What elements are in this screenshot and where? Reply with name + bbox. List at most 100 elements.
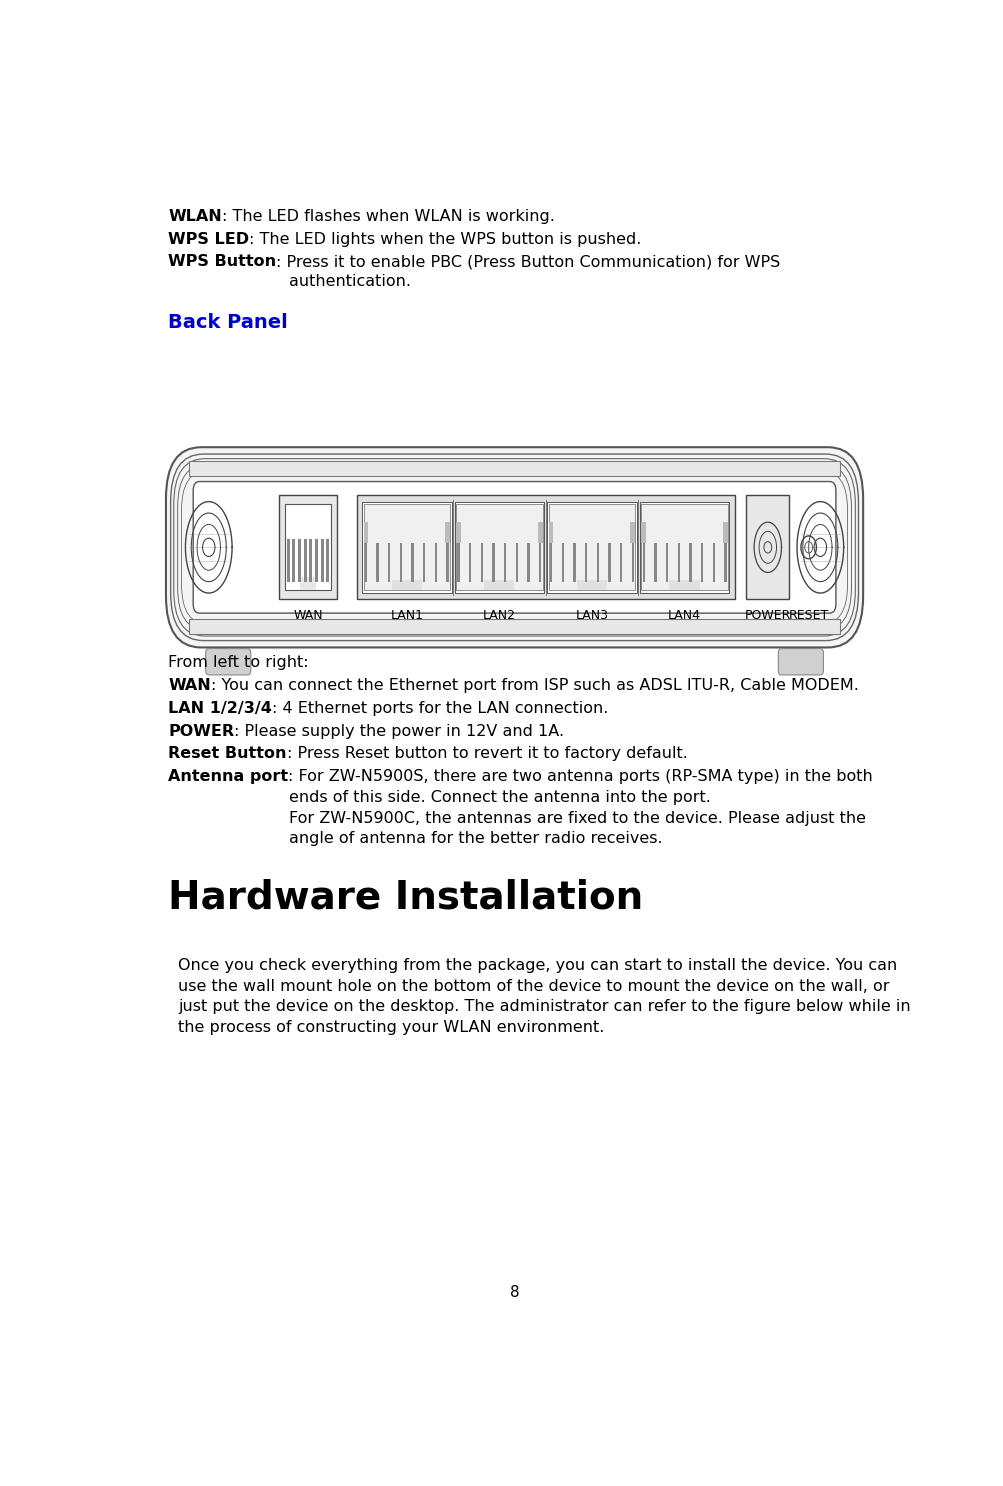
Text: Antenna port: Antenna port (169, 770, 288, 785)
Text: POWER: POWER (169, 724, 234, 739)
Bar (516, 542, 518, 581)
Bar (454, 502, 544, 593)
Text: the process of constructing your WLAN environment.: the process of constructing your WLAN en… (179, 1019, 604, 1034)
Text: : You can connect the Ethernet port from ISP such as ADSL ITU-R, Cable MODEM.: : You can connect the Ethernet port from… (211, 678, 858, 692)
Bar (285, 504, 331, 590)
Bar (483, 580, 514, 590)
Text: 8: 8 (510, 1285, 519, 1300)
Bar (468, 542, 470, 581)
Bar (549, 522, 553, 542)
Text: WLAN: WLAN (169, 208, 222, 224)
Text: Once you check everything from the package, you can start to install the device.: Once you check everything from the packa… (179, 958, 897, 973)
Bar (723, 542, 726, 581)
Text: angle of antenna for the better radio receives.: angle of antenna for the better radio re… (289, 831, 662, 846)
FancyBboxPatch shape (174, 459, 855, 636)
Bar (491, 542, 494, 581)
Bar (527, 542, 530, 581)
Text: WAN: WAN (293, 609, 322, 621)
Bar (712, 542, 714, 581)
Bar (279, 495, 337, 599)
Bar (363, 522, 368, 542)
Text: LAN 1/2/3/4: LAN 1/2/3/4 (169, 701, 272, 716)
Bar (641, 504, 727, 590)
Bar (300, 577, 316, 590)
FancyBboxPatch shape (206, 648, 251, 675)
Text: : Please supply the power in 12V and 1A.: : Please supply the power in 12V and 1A. (234, 724, 564, 739)
Text: From left to right:: From left to right: (169, 655, 309, 670)
FancyBboxPatch shape (193, 481, 835, 614)
Bar (376, 542, 378, 581)
Bar (669, 580, 699, 590)
Text: RESET: RESET (787, 609, 827, 621)
Bar (547, 502, 636, 593)
Text: WPS Button: WPS Button (169, 254, 276, 269)
Bar (422, 542, 425, 581)
Text: : For ZW-N5900S, there are two antenna ports (RP-SMA type) in the both: : For ZW-N5900S, there are two antenna p… (288, 770, 873, 785)
Bar (573, 542, 575, 581)
Text: : The LED flashes when WLAN is working.: : The LED flashes when WLAN is working. (222, 208, 555, 224)
Text: use the wall mount hole on the bottom of the device to mount the device on the w: use the wall mount hole on the bottom of… (179, 979, 889, 994)
Bar (596, 542, 599, 581)
Bar (745, 495, 788, 599)
Text: LAN2: LAN2 (482, 609, 516, 621)
Bar (550, 542, 552, 581)
Bar (620, 542, 622, 581)
Text: WAN: WAN (169, 678, 211, 692)
Bar (688, 542, 691, 581)
Bar (455, 504, 542, 590)
Text: For ZW-N5900C, the antennas are fixed to the device. Please adjust the: For ZW-N5900C, the antennas are fixed to… (289, 810, 865, 826)
Text: LAN1: LAN1 (390, 609, 423, 621)
Bar (504, 542, 506, 581)
FancyBboxPatch shape (165, 447, 863, 648)
Bar (292, 539, 295, 581)
FancyBboxPatch shape (178, 464, 851, 630)
Bar (561, 542, 564, 581)
Bar (446, 542, 448, 581)
FancyBboxPatch shape (171, 455, 858, 640)
Bar (445, 522, 449, 542)
Bar (700, 542, 702, 581)
FancyBboxPatch shape (190, 461, 839, 476)
FancyBboxPatch shape (777, 648, 822, 675)
Bar (326, 539, 329, 581)
Bar (364, 542, 367, 581)
Text: ends of this side. Connect the antenna into the port.: ends of this side. Connect the antenna i… (289, 791, 710, 805)
Bar (363, 504, 449, 590)
Bar (356, 495, 734, 599)
Bar (411, 542, 413, 581)
Text: just put the device on the desktop. The administrator can refer to the figure be: just put the device on the desktop. The … (179, 999, 910, 1015)
Text: POWER: POWER (744, 609, 790, 621)
Bar (455, 522, 460, 542)
Bar (286, 539, 290, 581)
Bar (399, 542, 402, 581)
Bar (309, 539, 312, 581)
Bar (539, 542, 541, 581)
Text: : Press it to enable PBC (Press Button Communication) for WPS: : Press it to enable PBC (Press Button C… (276, 254, 780, 269)
Bar (642, 542, 644, 581)
Bar (641, 522, 645, 542)
Text: Back Panel: Back Panel (169, 314, 288, 333)
Bar (538, 522, 542, 542)
Text: LAN4: LAN4 (667, 609, 700, 621)
Bar (434, 542, 436, 581)
Bar (585, 542, 587, 581)
Bar (298, 539, 301, 581)
Bar (577, 580, 607, 590)
Bar (631, 542, 633, 581)
Bar (549, 504, 635, 590)
Bar (480, 542, 482, 581)
Text: : 4 Ethernet ports for the LAN connection.: : 4 Ethernet ports for the LAN connectio… (272, 701, 608, 716)
Bar (391, 580, 421, 590)
Bar (303, 539, 306, 581)
Bar (457, 542, 459, 581)
FancyBboxPatch shape (190, 618, 839, 633)
Bar (315, 539, 318, 581)
Bar (722, 522, 727, 542)
FancyBboxPatch shape (182, 470, 847, 624)
Bar (630, 522, 635, 542)
Bar (654, 542, 656, 581)
Bar (665, 542, 668, 581)
Text: Reset Button: Reset Button (169, 746, 287, 761)
Bar (639, 502, 728, 593)
Bar (320, 539, 323, 581)
